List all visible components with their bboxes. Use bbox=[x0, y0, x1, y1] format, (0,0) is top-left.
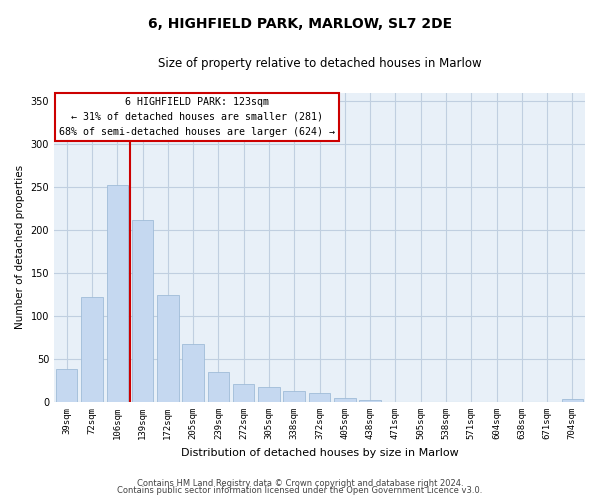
Bar bbox=[56, 370, 77, 402]
Bar bbox=[283, 391, 305, 402]
Bar bbox=[233, 384, 254, 402]
X-axis label: Distribution of detached houses by size in Marlow: Distribution of detached houses by size … bbox=[181, 448, 458, 458]
Text: Contains public sector information licensed under the Open Government Licence v3: Contains public sector information licen… bbox=[118, 486, 482, 495]
Text: Contains HM Land Registry data © Crown copyright and database right 2024.: Contains HM Land Registry data © Crown c… bbox=[137, 478, 463, 488]
Bar bbox=[182, 344, 204, 402]
Bar bbox=[157, 296, 179, 402]
Bar bbox=[309, 392, 330, 402]
Bar bbox=[258, 388, 280, 402]
Bar bbox=[359, 400, 381, 402]
Bar bbox=[107, 186, 128, 402]
Bar bbox=[208, 372, 229, 402]
Bar bbox=[334, 398, 356, 402]
Bar bbox=[562, 400, 583, 402]
Text: 6, HIGHFIELD PARK, MARLOW, SL7 2DE: 6, HIGHFIELD PARK, MARLOW, SL7 2DE bbox=[148, 18, 452, 32]
Bar bbox=[81, 297, 103, 402]
Y-axis label: Number of detached properties: Number of detached properties bbox=[15, 165, 25, 330]
Text: 6 HIGHFIELD PARK: 123sqm
← 31% of detached houses are smaller (281)
68% of semi-: 6 HIGHFIELD PARK: 123sqm ← 31% of detach… bbox=[59, 97, 335, 136]
Bar bbox=[132, 220, 153, 402]
Title: Size of property relative to detached houses in Marlow: Size of property relative to detached ho… bbox=[158, 58, 481, 70]
